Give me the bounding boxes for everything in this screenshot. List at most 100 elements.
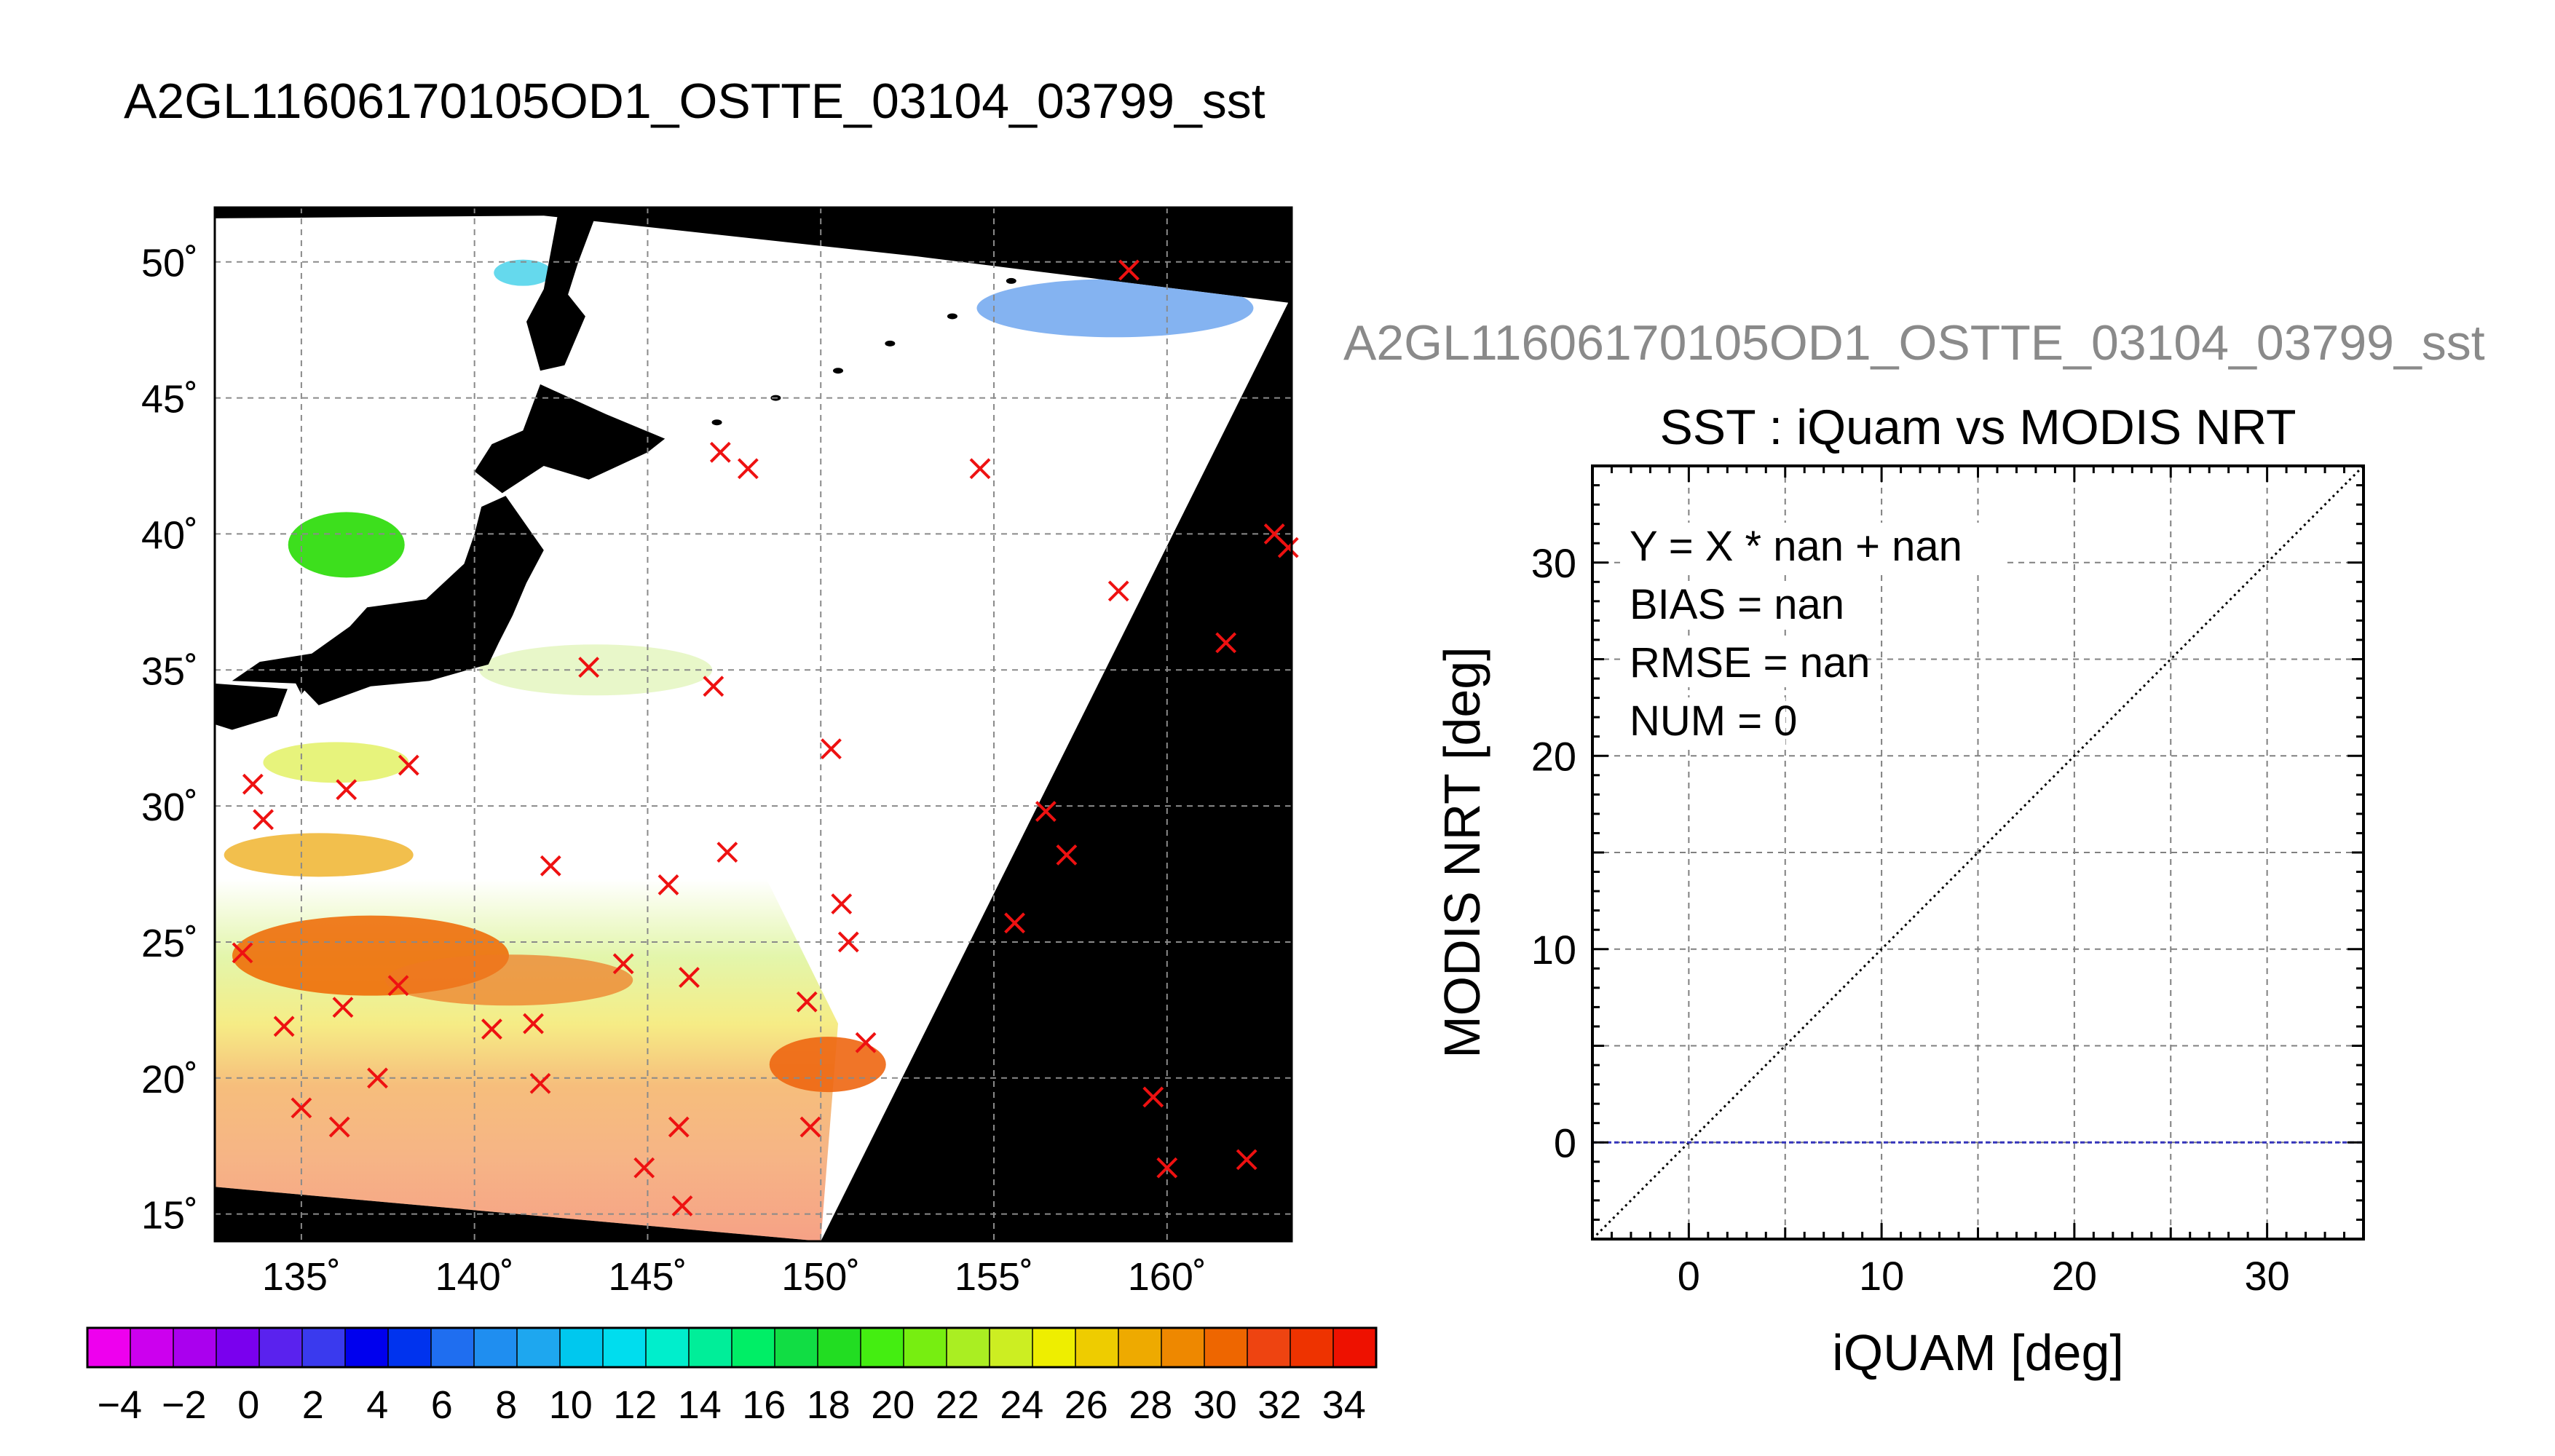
map-x-tick-label: 140˚ xyxy=(435,1255,514,1299)
colorbar-segment xyxy=(861,1328,904,1367)
matchup-marker xyxy=(969,458,991,480)
scatter-x-tick-label: 20 xyxy=(2052,1253,2097,1299)
matchup-marker xyxy=(332,997,354,1018)
matchup-marker xyxy=(1215,632,1237,654)
scatter-ticks xyxy=(1591,464,2365,1241)
colorbar-tick-label: −2 xyxy=(162,1383,207,1427)
scatter-y-tick-label: 10 xyxy=(1531,927,1576,973)
colorbar-segment xyxy=(1032,1328,1076,1367)
matchup-marker xyxy=(1236,1149,1257,1171)
colorbar-segment xyxy=(87,1328,131,1367)
map-x-tick-label: 160˚ xyxy=(1128,1255,1207,1299)
matchup-marker xyxy=(709,441,731,463)
land-3 xyxy=(215,683,288,730)
land-4 xyxy=(294,681,312,695)
matchup-marker xyxy=(232,942,253,964)
scatter-x-tick-label: 0 xyxy=(1678,1253,1700,1299)
matchup-marker xyxy=(328,1116,350,1138)
colorbar-segment xyxy=(775,1328,818,1367)
colorbar-tick-label: 32 xyxy=(1257,1383,1301,1427)
scatter-y-axis-label: MODIS NRT [deg] xyxy=(1434,646,1490,1058)
map-frame xyxy=(213,206,1293,1243)
matchup-marker xyxy=(387,975,409,997)
colorbar-tick-label: 2 xyxy=(302,1383,324,1427)
matchup-marker xyxy=(523,1013,544,1034)
colorbar-segment xyxy=(517,1328,561,1367)
scatter-x-tick-label: 30 xyxy=(2244,1253,2289,1299)
matchup-marker xyxy=(253,809,274,831)
matchup-marker xyxy=(668,1116,690,1138)
kuril-island-2 xyxy=(833,368,844,374)
matchup-marker xyxy=(1142,1086,1164,1108)
scatter-y-tick-label: 0 xyxy=(1554,1120,1576,1166)
colorbar-segment xyxy=(947,1328,990,1367)
matchup-marker xyxy=(671,1195,693,1216)
kuril-island-3 xyxy=(885,340,896,347)
scatter-title: SST : iQuam vs MODIS NRT xyxy=(1659,400,2296,455)
colorbar-segment xyxy=(904,1328,947,1367)
matchup-markers xyxy=(232,259,1299,1216)
matchup-marker xyxy=(679,967,700,988)
matchup-marker xyxy=(657,874,679,895)
offshore-patch xyxy=(479,644,713,696)
stats-line: NUM = 0 xyxy=(1630,697,1797,745)
stats-background xyxy=(1625,639,1851,687)
matchup-marker xyxy=(1156,1157,1178,1179)
matchup-marker xyxy=(855,1032,877,1053)
colorbar-tick-label: 10 xyxy=(549,1383,593,1427)
map-y-tick-label: 15˚ xyxy=(141,1194,198,1238)
matchup-marker xyxy=(529,1072,551,1094)
matchup-marker xyxy=(336,779,358,801)
colorbar-frame xyxy=(86,1326,1378,1369)
colorbar-segment xyxy=(646,1328,690,1367)
colorbar-tick-label: 24 xyxy=(1000,1383,1043,1427)
matchup-marker xyxy=(612,953,634,975)
colorbar-tick-label: 22 xyxy=(936,1383,979,1427)
matchup-marker xyxy=(837,931,859,953)
colorbar-segment xyxy=(1247,1328,1291,1367)
cold-north-patch xyxy=(976,279,1254,338)
scatter-x-tick-label: 10 xyxy=(1859,1253,1904,1299)
kuril-island-0 xyxy=(711,419,722,426)
colorbar-segment xyxy=(990,1328,1033,1367)
colorbar-segment xyxy=(1290,1328,1334,1367)
matchup-marker xyxy=(398,754,419,776)
stats-line: Y = X * nan + nan xyxy=(1630,523,1962,570)
warm-pool-mid xyxy=(385,954,633,1006)
matchup-marker xyxy=(481,1018,502,1040)
matchup-marker xyxy=(633,1157,655,1179)
matchup-marker xyxy=(703,676,724,697)
subtropical-band xyxy=(224,833,414,877)
stats-background xyxy=(1625,697,1785,745)
matchup-marker xyxy=(831,893,853,915)
map-y-tick-label: 50˚ xyxy=(141,242,198,285)
matchup-marker xyxy=(821,738,842,760)
colorbar-tick-label: 8 xyxy=(495,1383,517,1427)
colorbar-segment xyxy=(818,1328,861,1367)
land-1 xyxy=(474,384,666,494)
colorbar-tick-label: 18 xyxy=(807,1383,850,1427)
map-x-tick-label: 150˚ xyxy=(781,1255,860,1299)
matchup-marker xyxy=(291,1097,312,1119)
colorbar-segment xyxy=(302,1328,346,1367)
colorbar-tick-label: 16 xyxy=(742,1383,786,1427)
scatter-gridlines xyxy=(1592,466,2364,1239)
matchup-marker xyxy=(1056,844,1078,866)
colorbar-segment xyxy=(1161,1328,1205,1367)
stats-line: RMSE = nan xyxy=(1630,639,1870,687)
colorbar-tick-label: 0 xyxy=(237,1383,259,1427)
colorbar-segment xyxy=(1204,1328,1248,1367)
colorbar: −4 −2 0 2 4 6 8 10 12 14 16 18 20 22 24 26 28 30 32 34 xyxy=(86,1326,1378,1427)
matchup-marker xyxy=(1277,537,1299,558)
map-y-tick-label: 45˚ xyxy=(141,378,198,422)
colorbar-tick-label: 6 xyxy=(431,1383,453,1427)
map-x-tick-label: 145˚ xyxy=(608,1255,687,1299)
colorbar-segment xyxy=(560,1328,604,1367)
colorbar-segment xyxy=(1333,1328,1377,1367)
kuroshio-band xyxy=(263,742,409,783)
matchup-marker xyxy=(578,657,600,678)
colorbar-tick-label: 14 xyxy=(678,1383,722,1427)
matchup-marker xyxy=(242,773,264,795)
matchup-marker xyxy=(1118,259,1140,281)
